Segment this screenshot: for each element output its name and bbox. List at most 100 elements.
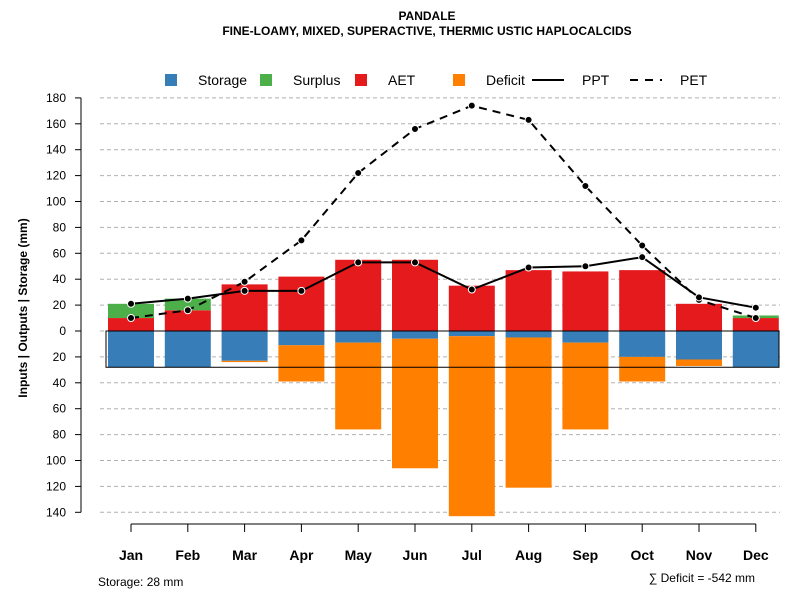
y-tick-label: 40	[53, 376, 67, 390]
y-tick-label: 140	[46, 143, 66, 157]
ppt-point	[127, 299, 135, 308]
deficit-bar	[221, 360, 268, 363]
ppt-point	[297, 286, 306, 295]
deficit-bar	[278, 345, 325, 382]
storage-bar	[562, 331, 609, 343]
legend-swatch	[453, 74, 465, 86]
aet-bar	[732, 318, 779, 331]
y-tick-label: 20	[53, 298, 67, 312]
x-axis: Jan Feb Mar Apr May Jun Jul Aug Sep Oct Nov Dec	[119, 523, 769, 563]
lines	[127, 101, 760, 323]
x-tick-label: Aug	[515, 547, 542, 563]
pet-point	[297, 236, 306, 245]
surplus-bar	[164, 298, 211, 311]
y-tick-label: 100	[46, 195, 66, 209]
storage-bar	[619, 331, 666, 357]
y-tick-label: 120	[46, 479, 66, 493]
legend-label: Surplus	[293, 72, 340, 88]
pet-point	[524, 115, 533, 124]
surplus-bar	[108, 303, 154, 319]
y-tick-label: 180	[46, 91, 66, 105]
x-tick-label: Oct	[631, 547, 655, 563]
deficit-total: ∑ Deficit = -542 mm	[649, 571, 755, 585]
aet-bar	[505, 270, 552, 331]
ppt-point	[581, 262, 590, 271]
deficit-bar	[448, 336, 495, 517]
ppt-point	[411, 258, 419, 267]
chart-title: PANDALE	[398, 9, 455, 23]
x-tick-label: Mar	[232, 547, 257, 563]
x-tick-label: Feb	[175, 547, 200, 563]
ppt-point	[467, 285, 476, 294]
ppt-point	[751, 303, 760, 312]
pet-point	[354, 169, 363, 178]
storage-bar	[221, 331, 268, 361]
storage-bar	[335, 331, 382, 343]
legend: Storage Surplus AET Deficit PPT PET	[165, 72, 708, 88]
pet-point	[127, 314, 135, 323]
ppt-point	[183, 294, 192, 303]
deficit-bar	[676, 359, 722, 366]
grid-lines	[100, 97, 780, 513]
storage-capacity-box	[105, 330, 780, 368]
storage-bar	[164, 331, 211, 368]
y-tick-label: 0	[59, 324, 66, 338]
deficit-bar	[505, 337, 552, 488]
storage-bar	[392, 331, 438, 339]
storage-note: Storage: 28 mm	[98, 575, 183, 589]
storage-bar	[732, 331, 779, 368]
x-tick-label: Nov	[686, 547, 713, 563]
y-tick-label: 60	[53, 402, 67, 416]
x-tick-label: Sep	[573, 547, 599, 563]
x-tick-label: Jun	[403, 547, 428, 563]
pet-point	[638, 241, 647, 250]
pet-point	[183, 306, 192, 315]
y-axis-label: Inputs | Outputs | Storage (mm)	[16, 218, 30, 397]
y-tick-label: 80	[53, 428, 67, 442]
deficit-bar	[335, 342, 382, 430]
aet-bar	[278, 276, 325, 331]
y-tick-label: 60	[53, 246, 67, 260]
storage-bar	[448, 331, 495, 337]
legend-swatch	[355, 74, 367, 86]
legend-label: Storage	[198, 72, 247, 88]
y-tick-label: 80	[53, 220, 67, 234]
x-tick-label: Dec	[743, 547, 769, 563]
pet-point	[411, 124, 419, 133]
legend-label: AET	[388, 72, 416, 88]
aet-bar	[392, 259, 438, 331]
aet-bar	[108, 318, 154, 331]
storage-bar	[505, 331, 552, 338]
ppt-point	[354, 258, 363, 267]
legend-label: Deficit	[486, 72, 525, 88]
pet-point	[467, 101, 476, 110]
bars	[105, 259, 780, 517]
aet-bar	[676, 303, 722, 331]
legend-label: PPT	[582, 72, 610, 88]
ppt-point	[524, 263, 533, 272]
y-tick-label: 140	[46, 505, 66, 519]
y-tick-label: 160	[46, 117, 66, 131]
x-tick-label: Jul	[462, 547, 482, 563]
ppt-point	[695, 293, 703, 302]
pet-point	[581, 181, 590, 190]
y-tick-label: 120	[46, 169, 66, 183]
chart-subtitle: FINE-LOAMY, MIXED, SUPERACTIVE, THERMIC …	[222, 24, 631, 38]
y-tick-label: 20	[53, 350, 67, 364]
y-tick-label: 40	[53, 272, 67, 286]
pet-point	[240, 277, 249, 286]
ppt-point	[240, 286, 249, 295]
aet-bar	[619, 270, 666, 331]
legend-label: PET	[680, 72, 708, 88]
storage-bar	[278, 331, 325, 346]
ppt-point	[638, 253, 647, 262]
pet-point	[751, 314, 760, 323]
deficit-bar	[619, 356, 666, 382]
pet-line	[130, 104, 757, 320]
aet-bar	[164, 310, 211, 331]
storage-bar	[676, 331, 722, 360]
x-tick-label: Apr	[289, 547, 314, 563]
storage-bar	[108, 331, 154, 368]
y-axis: 180 160 140 120 100 80 60 40 20 0 20 40 60 80 100 120 14…	[46, 91, 82, 519]
